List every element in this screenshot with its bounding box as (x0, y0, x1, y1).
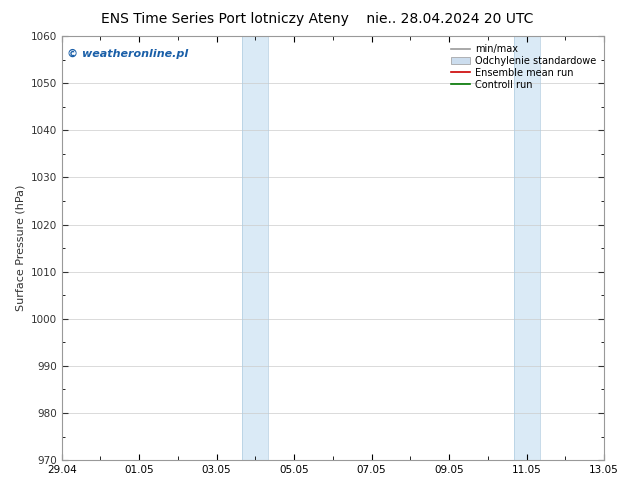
Y-axis label: Surface Pressure (hPa): Surface Pressure (hPa) (15, 185, 25, 311)
Bar (242, 36, 268, 460)
Legend: min/max, Odchylenie standardowe, Ensemble mean run, Controll run: min/max, Odchylenie standardowe, Ensembl… (448, 41, 599, 93)
Text: © weatheronline.pl: © weatheronline.pl (67, 49, 188, 59)
Bar (514, 36, 540, 460)
Text: ENS Time Series Port lotniczy Ateny    nie.. 28.04.2024 20 UTC: ENS Time Series Port lotniczy Ateny nie.… (101, 12, 533, 26)
